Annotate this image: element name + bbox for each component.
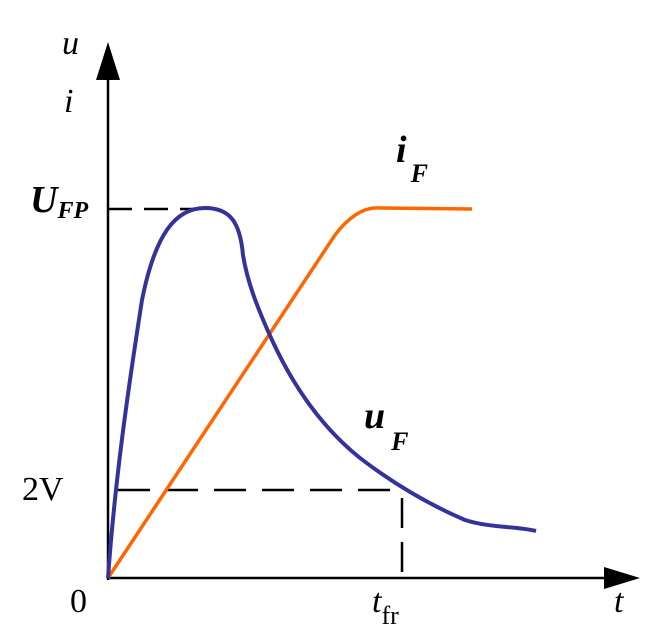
x-axis-label-t: t <box>614 583 625 620</box>
iF-label-sub: F <box>410 159 428 188</box>
uF-label-sub: F <box>390 427 408 456</box>
origin-label: 0 <box>70 583 87 620</box>
tfr-label-sub: fr <box>381 601 399 630</box>
iF-label-main: i <box>396 129 407 171</box>
tfr-label: tfr <box>372 583 399 630</box>
uF-curve <box>106 205 537 579</box>
ufp-label: UFP <box>30 179 88 224</box>
uF-label: uF <box>364 395 408 456</box>
ufp-label-main: U <box>30 179 60 221</box>
iF-label: iF <box>396 129 428 188</box>
ufp-label-sub: FP <box>56 198 88 224</box>
x-axis-arrow-icon <box>604 567 640 589</box>
uF-label-main: u <box>364 395 385 437</box>
iF-curve <box>106 206 473 579</box>
y-axis-label-u: u <box>62 25 79 62</box>
two-volt-label: 2V <box>22 471 64 508</box>
tfr-label-main: t <box>372 583 383 620</box>
y-axis-label-i: i <box>64 83 73 120</box>
y-axis-arrow-icon <box>96 42 120 80</box>
